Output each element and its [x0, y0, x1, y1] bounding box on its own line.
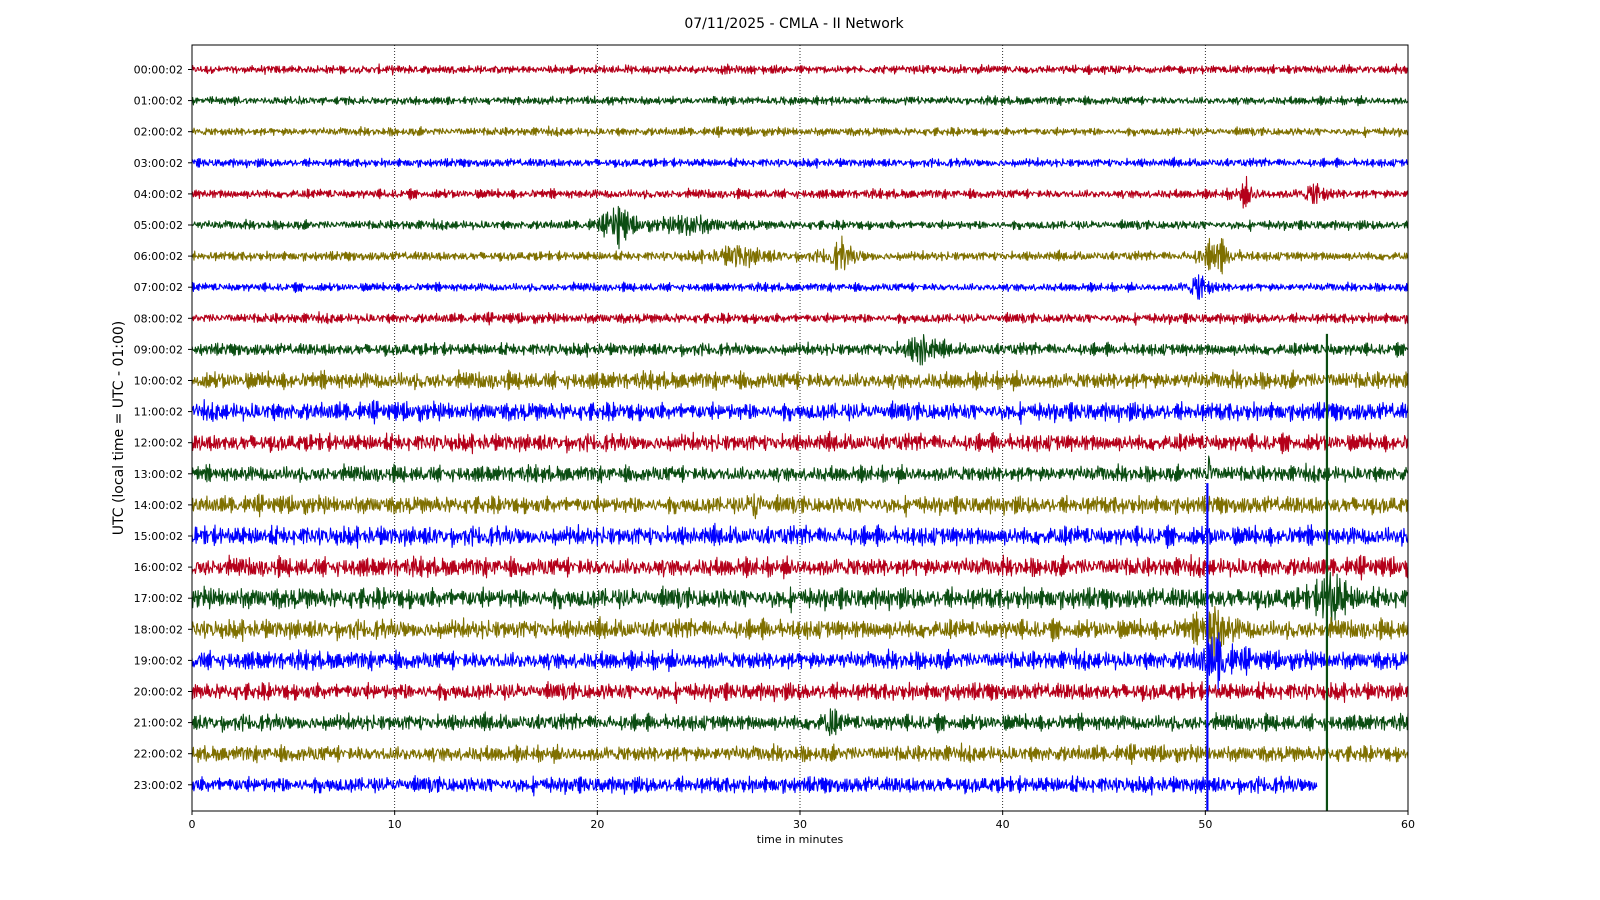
y-tick-label: 08:00:02	[134, 312, 183, 325]
y-tick-label: 15:00:02	[134, 530, 183, 543]
y-tick-label: 13:00:02	[134, 468, 183, 481]
y-tick-label: 17:00:02	[134, 592, 183, 605]
y-tick-label: 07:00:02	[134, 281, 183, 294]
trace-line	[191, 125, 1409, 139]
y-tick-label: 12:00:02	[134, 437, 183, 450]
y-tick-label: 23:00:02	[134, 779, 183, 792]
y-tick-label: 16:00:02	[134, 561, 183, 574]
y-tick-label: 14:00:02	[134, 499, 183, 512]
y-tick-label: 04:00:02	[134, 188, 183, 201]
y-tick-label: 01:00:02	[134, 95, 183, 108]
trace-line	[191, 235, 1409, 275]
y-tick-label: 22:00:02	[134, 748, 183, 761]
trace-line	[191, 708, 1409, 737]
y-tick-label: 21:00:02	[134, 717, 183, 730]
x-tick-labels: 0 10 20 30 40 50 60	[189, 811, 1415, 831]
x-tick-label: 30	[793, 818, 807, 831]
trace-line	[191, 334, 1409, 366]
trace-line	[191, 606, 1409, 664]
trace-line	[191, 156, 1408, 169]
trace-line	[191, 205, 1409, 250]
trace-line	[191, 493, 1409, 520]
chart-title: 07/11/2025 - CMLA - II Network	[684, 16, 904, 32]
trace-line	[191, 774, 1318, 797]
trace-line	[191, 95, 1409, 107]
y-axis-label: UTC (local time = UTC - 01:00)	[111, 321, 127, 536]
trace-line	[191, 311, 1409, 326]
y-tick-label: 18:00:02	[134, 623, 183, 636]
traces	[191, 63, 1409, 797]
y-tick-label: 19:00:02	[134, 654, 183, 667]
x-tick-label: 40	[996, 818, 1010, 831]
event-spikes	[1206, 333, 1329, 811]
trace-line	[191, 571, 1409, 626]
y-tick-label: 00:00:02	[134, 64, 183, 77]
y-tick-labels: 00:00:02 01:00:02 02:00:02 03:00:02 04:00:02…	[134, 64, 192, 792]
x-tick-label: 60	[1401, 818, 1415, 831]
trace-line	[191, 369, 1409, 392]
trace-line	[191, 398, 1409, 425]
trace-line	[191, 63, 1409, 76]
trace-line	[191, 430, 1409, 455]
x-tick-label: 50	[1198, 818, 1212, 831]
y-tick-label: 06:00:02	[134, 250, 183, 263]
y-tick-label: 03:00:02	[134, 157, 183, 170]
trace-line	[191, 680, 1409, 704]
trace-line	[191, 632, 1409, 693]
y-tick-label: 20:00:02	[134, 686, 183, 699]
trace-line	[191, 274, 1409, 300]
y-tick-label: 11:00:02	[134, 406, 183, 419]
trace-line	[191, 455, 1409, 485]
trace-line	[191, 742, 1409, 766]
y-tick-label: 02:00:02	[134, 126, 183, 139]
trace-line	[191, 175, 1409, 209]
x-tick-label: 0	[189, 818, 196, 831]
trace-line	[191, 522, 1409, 549]
x-tick-label: 20	[590, 818, 604, 831]
y-tick-label: 10:00:02	[134, 375, 183, 388]
trace-line	[191, 553, 1409, 581]
y-tick-label: 09:00:02	[134, 343, 183, 356]
x-tick-label: 10	[388, 818, 402, 831]
x-axis-label: time in minutes	[757, 833, 844, 846]
y-tick-label: 05:00:02	[134, 219, 183, 232]
